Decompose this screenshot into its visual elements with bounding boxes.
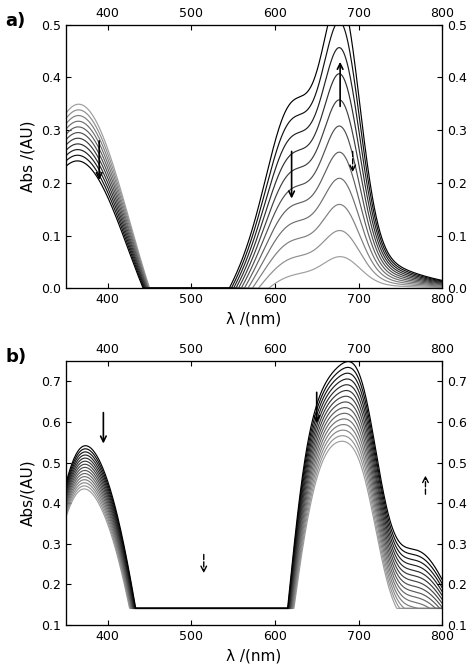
Text: b): b)	[6, 348, 27, 366]
Y-axis label: Abs/(AU): Abs/(AU)	[20, 460, 35, 526]
Y-axis label: Abs /(AU): Abs /(AU)	[20, 121, 35, 192]
X-axis label: λ /(nm): λ /(nm)	[226, 312, 282, 327]
Text: a): a)	[6, 11, 26, 29]
X-axis label: λ /(nm): λ /(nm)	[226, 648, 282, 663]
